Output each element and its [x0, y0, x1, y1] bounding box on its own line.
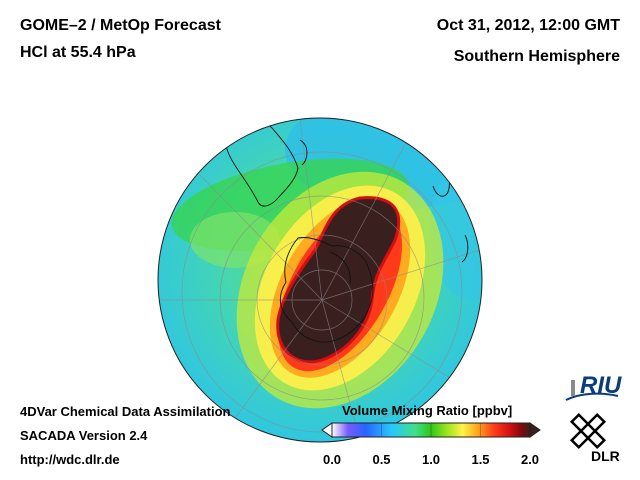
colorbar-min-arrow — [321, 422, 333, 438]
colorbar — [321, 422, 541, 438]
dlr-logo-text: DLR — [591, 448, 620, 464]
date-label: Oct 31, 2012, 12:00 GMT — [436, 17, 620, 34]
riu-logo-graphic — [565, 380, 619, 401]
footer-line-1: 4DVar Chemical Data Assimilation — [20, 404, 231, 419]
title-line-1: GOME–2 / MetOp Forecast — [20, 17, 221, 34]
colorbar-tick-4: 2.0 — [520, 452, 540, 467]
dlr-logo-graphic — [569, 412, 607, 450]
globe — [158, 118, 482, 442]
footer-line-2: SACADA Version 2.4 — [20, 428, 148, 443]
colorbar-tick-1: 0.5 — [372, 452, 391, 467]
colorbar-tick-2: 1.0 — [421, 452, 441, 467]
title-line-2: HCl at 55.4 hPa — [20, 44, 136, 61]
colorbar-tick-3: 1.5 — [471, 452, 490, 467]
globe-outline — [157, 117, 483, 443]
riu-logo-text: RIU — [580, 372, 622, 399]
colorbar-max-arrow — [529, 422, 541, 438]
footer-url: http://wdc.dlr.de — [20, 452, 120, 467]
colorbar-tick-0: 0.0 — [322, 452, 342, 467]
region-label: Southern Hemisphere — [453, 48, 620, 65]
colorbar-title: Volume Mixing Ratio [ppbv] — [342, 403, 513, 418]
